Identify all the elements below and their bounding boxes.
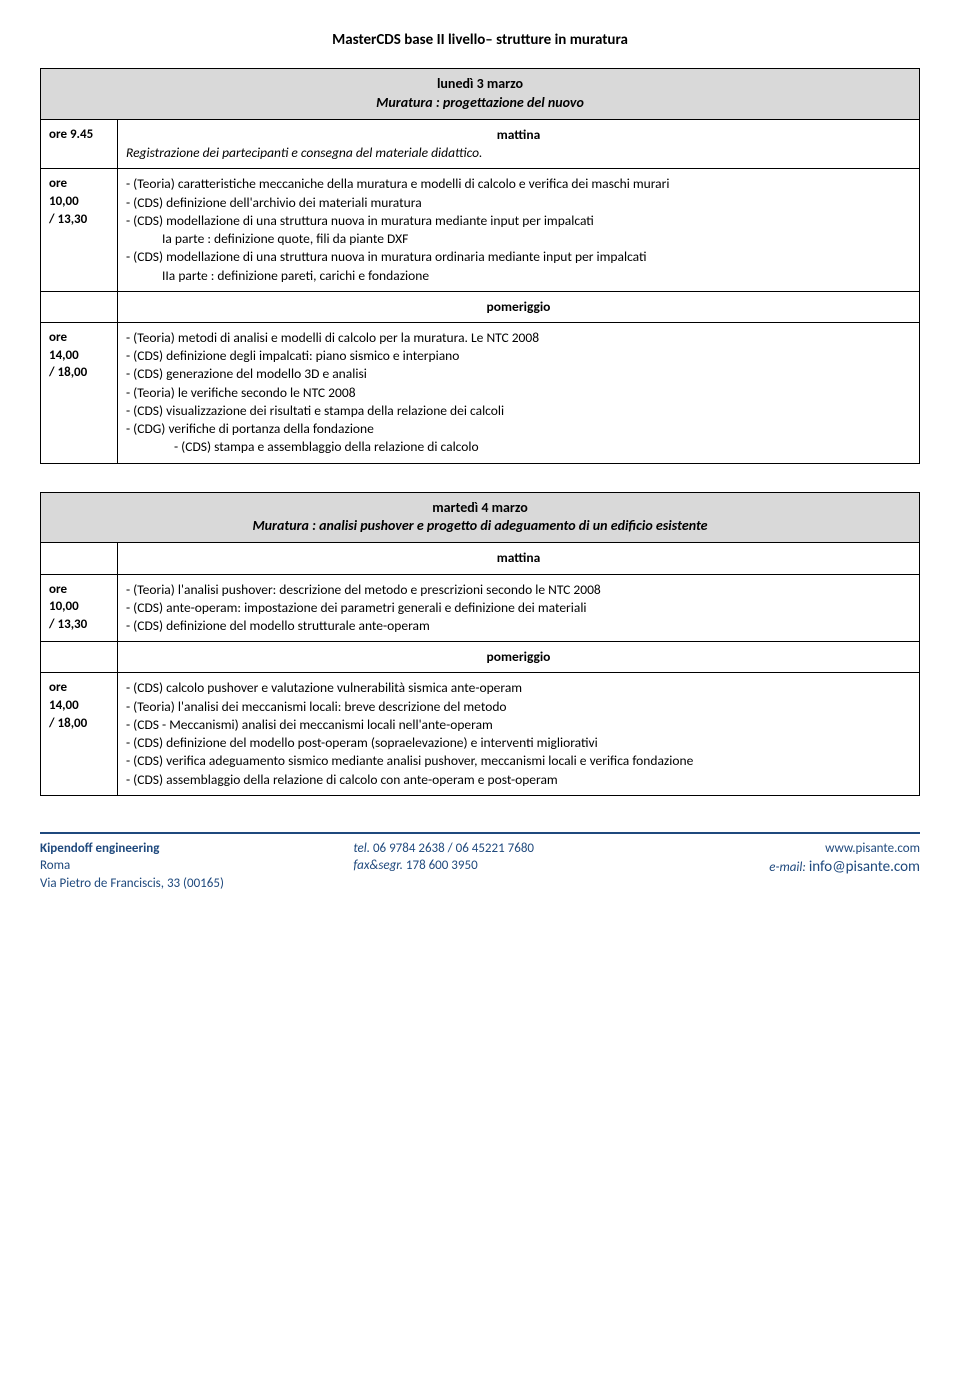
content-line-indent: Ia parte : definizione quote, fili da pi… bbox=[126, 230, 911, 248]
content-line: - (Teoria) metodi di analisi e modelli d… bbox=[126, 329, 911, 347]
time-part: ore bbox=[49, 176, 67, 191]
content-line: - (CDS) modellazione di una struttura nu… bbox=[126, 212, 911, 230]
day1-header: lunedì 3 marzo Muratura : progettazione … bbox=[41, 69, 920, 120]
content-line: - (Teoria) caratteristiche meccaniche de… bbox=[126, 175, 911, 193]
content-line: - (Teoria) l'analisi dei meccanismi loca… bbox=[126, 698, 911, 716]
content-line: - (CDS) definizione del modello struttur… bbox=[126, 617, 911, 635]
time-part: 14,00 bbox=[49, 348, 79, 363]
day2-subtitle: Muratura : analisi pushover e progetto d… bbox=[49, 517, 911, 536]
time-part: / 13,30 bbox=[49, 617, 87, 632]
morning-label: mattina bbox=[118, 543, 920, 574]
time-part: / 13,30 bbox=[49, 212, 87, 227]
time-part: 14,00 bbox=[49, 698, 79, 713]
time-part: 10,00 bbox=[49, 194, 79, 209]
footer-right: www.pisante.com e-mail: info@pisante.com bbox=[637, 840, 920, 893]
content-line: - (CDS) definizione dell'archivio dei ma… bbox=[126, 194, 911, 212]
day2-header: martedì 4 marzo Muratura : analisi pusho… bbox=[41, 492, 920, 543]
day1-table: lunedì 3 marzo Muratura : progettazione … bbox=[40, 68, 920, 463]
footer-mail: info@pisante.com bbox=[809, 858, 920, 876]
footer: Kipendoff engineering Roma Via Pietro de… bbox=[40, 840, 920, 893]
footer-fax: 178 600 3950 bbox=[403, 858, 478, 873]
content-line: - (CDS) calcolo pushover e valutazione v… bbox=[126, 679, 911, 697]
footer-mail-label: e-mail: bbox=[769, 860, 809, 875]
spacer-cell bbox=[41, 543, 118, 574]
content-line-indent: IIa parte : definizione pareti, carichi … bbox=[126, 267, 911, 285]
footer-tel: 06 9784 2638 / 06 45221 7680 bbox=[370, 841, 534, 856]
footer-left: Kipendoff engineering Roma Via Pietro de… bbox=[40, 840, 323, 893]
day1-afternoon-time: ore 14,00 / 18,00 bbox=[41, 323, 118, 464]
page-title: MasterCDS base II livello– strutture in … bbox=[40, 30, 920, 50]
day1-morning-time: ore 10,00 / 13,30 bbox=[41, 169, 118, 291]
day1-subtitle: Muratura : progettazione del nuovo bbox=[49, 94, 911, 113]
day1-reg-time: ore 9.45 bbox=[41, 120, 118, 169]
content-line: - (CDS) generazione del modello 3D e ana… bbox=[126, 365, 911, 383]
content-line: - (CDS) modellazione di una struttura nu… bbox=[126, 248, 911, 266]
afternoon-label: pomeriggio bbox=[118, 642, 920, 673]
day2-morning-time: ore 10,00 / 13,30 bbox=[41, 574, 118, 642]
content-line: - (Teoria) l'analisi pushover: descrizio… bbox=[126, 581, 911, 599]
time-part: ore bbox=[49, 582, 67, 597]
footer-divider bbox=[40, 832, 920, 834]
day2-date: martedì 4 marzo bbox=[49, 499, 911, 518]
spacer-cell bbox=[41, 291, 118, 322]
footer-mid: tel. 06 9784 2638 / 06 45221 7680 fax&se… bbox=[323, 840, 636, 893]
footer-city: Roma bbox=[40, 858, 70, 873]
day1-date: lunedì 3 marzo bbox=[49, 75, 911, 94]
content-line: - (CDG) verifiche di portanza della fond… bbox=[126, 420, 911, 438]
content-line-indent: - (CDS) stampa e assemblaggio della rela… bbox=[126, 438, 911, 456]
day2-table: martedì 4 marzo Muratura : analisi pusho… bbox=[40, 492, 920, 796]
morning-label: mattina bbox=[126, 126, 911, 144]
time-part: 10,00 bbox=[49, 599, 79, 614]
content-line: - (Teoria) le verifiche secondo le NTC 2… bbox=[126, 384, 911, 402]
footer-tel-label: tel. bbox=[353, 841, 370, 856]
time-part: / 18,00 bbox=[49, 365, 87, 380]
day2-morning-content: - (Teoria) l'analisi pushover: descrizio… bbox=[118, 574, 920, 642]
content-line: - (CDS - Meccanismi) analisi dei meccani… bbox=[126, 716, 911, 734]
spacer-cell bbox=[41, 642, 118, 673]
time-part: ore bbox=[49, 680, 67, 695]
footer-org: Kipendoff engineering bbox=[40, 841, 159, 856]
content-line: - (CDS) assemblaggio della relazione di … bbox=[126, 771, 911, 789]
content-line: - (CDS) verifica adeguamento sismico med… bbox=[126, 752, 911, 770]
footer-fax-label: fax&segr. bbox=[353, 858, 403, 873]
day2-afternoon-content: - (CDS) calcolo pushover e valutazione v… bbox=[118, 673, 920, 795]
registration-text: Registrazione dei partecipanti e consegn… bbox=[126, 144, 482, 161]
day2-afternoon-time: ore 14,00 / 18,00 bbox=[41, 673, 118, 795]
time-part: / 18,00 bbox=[49, 716, 87, 731]
time-part: ore bbox=[49, 330, 67, 345]
content-line: - (CDS) definizione del modello post-ope… bbox=[126, 734, 911, 752]
content-line: - (CDS) definizione degli impalcati: pia… bbox=[126, 347, 911, 365]
afternoon-label: pomeriggio bbox=[118, 291, 920, 322]
footer-addr: Via Pietro de Franciscis, 33 (00165) bbox=[40, 876, 224, 891]
content-line: - (CDS) ante-operam: impostazione dei pa… bbox=[126, 599, 911, 617]
day1-afternoon-content: - (Teoria) metodi di analisi e modelli d… bbox=[118, 323, 920, 464]
day1-morning-label-cell: mattina Registrazione dei partecipanti e… bbox=[118, 120, 920, 169]
footer-web: www.pisante.com bbox=[825, 841, 920, 856]
day1-morning-content: - (Teoria) caratteristiche meccaniche de… bbox=[118, 169, 920, 291]
content-line: - (CDS) visualizzazione dei risultati e … bbox=[126, 402, 911, 420]
